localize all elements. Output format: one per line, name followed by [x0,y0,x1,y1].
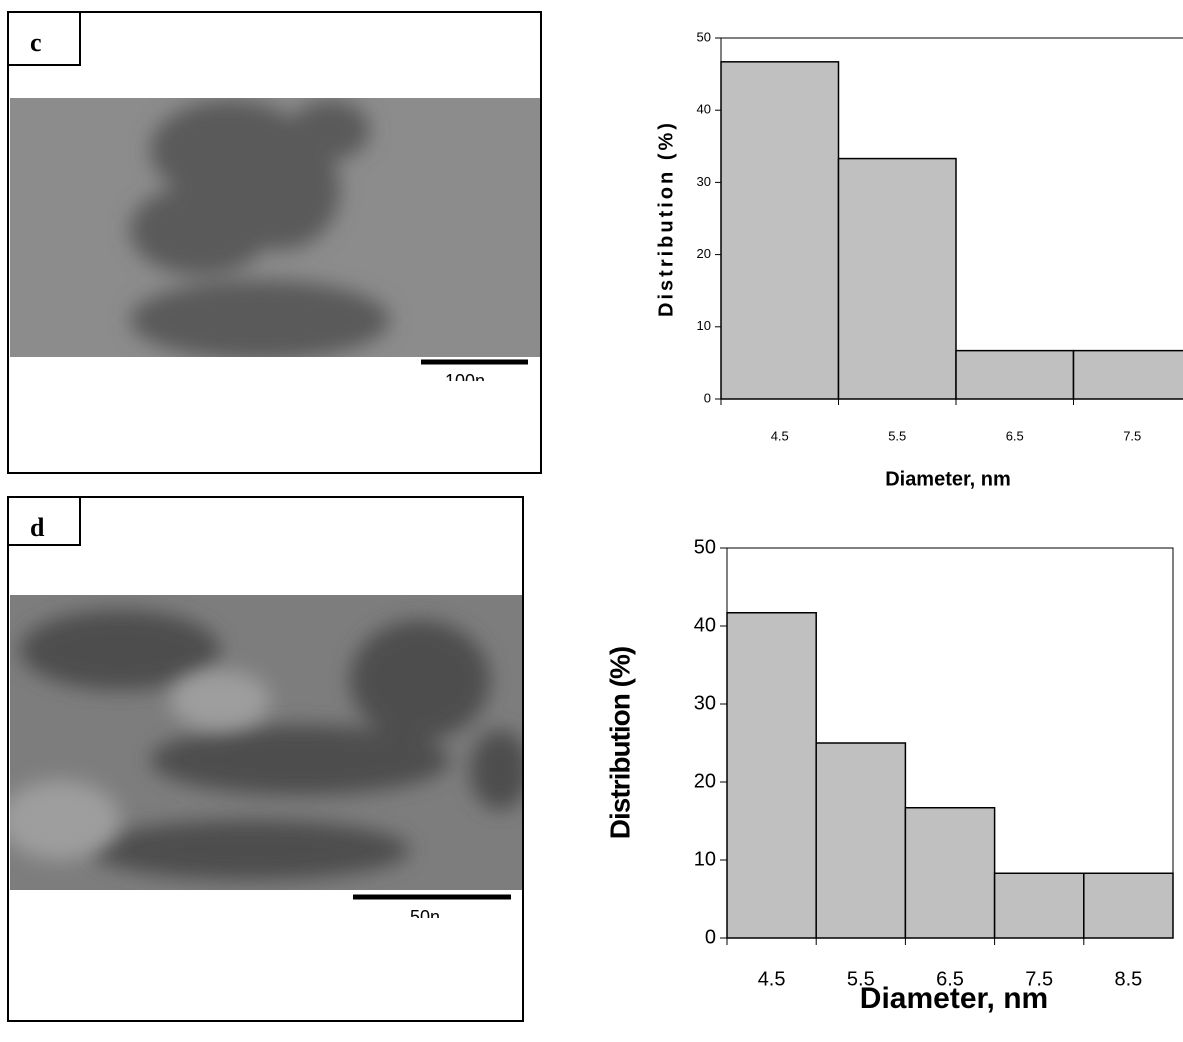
y-tick-label: 20 [697,246,711,261]
image-panel: c 100n [7,11,542,474]
bar [993,872,1085,939]
y-tick-label: 0 [705,926,716,948]
x-tick-label: 6.5 [936,968,964,990]
x-tick-label: 7.5 [1123,428,1141,443]
scale-label: 50n [410,907,440,927]
y-tick-label: 20 [694,770,716,792]
label-box [7,496,81,546]
bar [837,157,957,400]
x-tick-label: 5.5 [847,968,875,990]
image-panel: d 50n [7,496,524,1022]
x-tick-label: 7.5 [1025,968,1053,990]
x-axis-label: Diameter, nm [885,468,1011,490]
y-tick-label: 40 [694,614,716,636]
x-tick-label: 5.5 [888,428,906,443]
x-tick-label: 4.5 [758,968,786,990]
tem-image [10,595,522,890]
y-tick-label: 30 [694,692,716,714]
bar [1072,349,1183,400]
tem-image [10,98,540,357]
bar [955,349,1075,400]
y-tick-label: 50 [694,536,716,558]
y-tick-label: 10 [694,848,716,870]
y-tick-label: 0 [704,390,711,405]
panel-label: c [30,28,42,57]
bar [904,806,996,939]
label-box [7,11,81,66]
y-axis-label: Distribution (%) [655,120,677,317]
y-tick-label: 10 [697,318,711,333]
x-tick-label: 6.5 [1006,428,1024,443]
x-tick-label: 8.5 [1114,968,1142,990]
panel-label: d [30,513,45,542]
y-tick-label: 50 [697,29,711,44]
y-tick-label: 30 [697,174,711,189]
bar [815,742,907,939]
bar [1083,872,1174,939]
y-tick-label: 40 [697,102,711,117]
scale-label: 100n [445,371,485,391]
x-axis-label: Diameter, nm [860,982,1048,1015]
bar [726,611,817,939]
bar [720,61,840,400]
x-tick-label: 4.5 [771,428,789,443]
y-axis-label: Distribution (%) [604,647,635,839]
